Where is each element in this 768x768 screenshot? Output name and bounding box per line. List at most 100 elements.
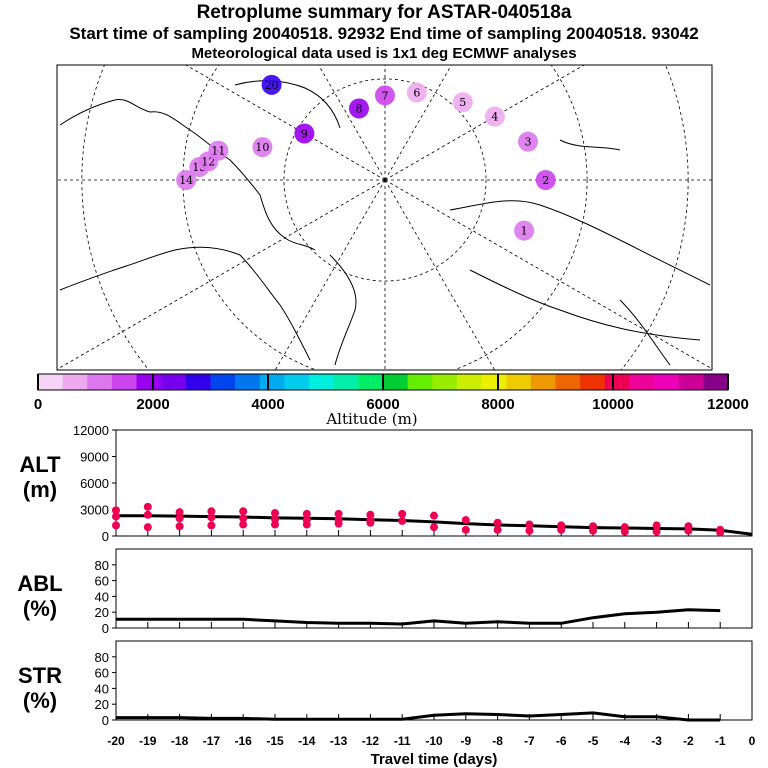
y-tick-label: 60 xyxy=(95,666,109,681)
y-tick-label: 40 xyxy=(95,589,109,604)
trajectory-marker: 3 xyxy=(518,131,539,152)
colorbar-cell xyxy=(604,374,630,390)
panel-frame xyxy=(115,548,753,629)
altitude-point xyxy=(398,516,407,525)
marker-circle xyxy=(261,74,282,95)
altitude-point xyxy=(334,509,343,518)
colorbar-cell xyxy=(62,374,88,390)
marker-circle xyxy=(176,170,197,190)
colorbar-tick-label: 6000 xyxy=(366,396,399,413)
coastline-europe xyxy=(559,139,621,151)
colorbar-cell xyxy=(629,374,655,390)
colorbar-cell xyxy=(161,374,187,390)
trajectory-marker: 15 xyxy=(317,11,337,31)
altitude-point xyxy=(589,526,597,535)
colorbar-cell xyxy=(136,374,162,390)
altitude-point xyxy=(302,520,311,529)
x-tick-label: -4 xyxy=(619,734,630,748)
marker-circle xyxy=(348,98,369,119)
y-tick-label: 0 xyxy=(102,713,109,728)
colorbar-tick-label: 10000 xyxy=(592,396,634,413)
colorbar-cell xyxy=(481,374,507,390)
coastline-greenland xyxy=(234,80,341,129)
marker-label: 11 xyxy=(211,145,225,158)
y-tick-label: 20 xyxy=(95,605,109,620)
trajectory-marker: 17 xyxy=(244,14,264,34)
marker-circle xyxy=(406,82,427,103)
altitude-point xyxy=(652,521,661,530)
trajectory-marker: 9 xyxy=(294,123,315,144)
colorbar-cell xyxy=(358,374,384,390)
x-tick-label: -11 xyxy=(394,734,411,748)
marker-label: 4 xyxy=(491,111,498,124)
panel-frame xyxy=(115,640,753,721)
colorbar-cell xyxy=(210,374,236,390)
marker-circle xyxy=(514,220,535,241)
series-line xyxy=(116,514,753,536)
colorbar-cell xyxy=(38,374,64,390)
x-tick-label: -19 xyxy=(139,734,157,748)
coastline-siberia xyxy=(449,200,711,286)
altitude-point xyxy=(430,523,438,532)
trajectory-marker: 8 xyxy=(348,98,369,119)
altitude-point xyxy=(525,526,534,535)
sampling-times: Start time of sampling 20040518. 92932 E… xyxy=(69,24,699,43)
marker-label: 14 xyxy=(179,174,193,187)
x-tick-label: -8 xyxy=(492,734,503,748)
y-tick-label: 9000 xyxy=(80,450,109,465)
y-tick-label: 3000 xyxy=(80,503,109,518)
trajectory-marker: 18 xyxy=(273,24,293,44)
latitude-circle xyxy=(182,65,588,370)
panel-label: ABL xyxy=(17,571,62,596)
marker-label: 1 xyxy=(521,225,528,238)
marker-circle xyxy=(208,140,229,161)
marker-label: 3 xyxy=(525,136,532,149)
colorbar-cell xyxy=(333,374,359,390)
altitude-point xyxy=(207,513,216,522)
y-tick-label: 20 xyxy=(95,697,109,712)
x-tick-label: -16 xyxy=(235,734,253,748)
trajectory-marker: 20 xyxy=(261,74,282,95)
colorbar-cell xyxy=(580,374,606,390)
x-tick-label: -5 xyxy=(588,734,599,748)
met-data-note: Meteorological data used is 1x1 deg ECMW… xyxy=(191,45,577,62)
marker-label: 9 xyxy=(301,127,308,140)
marker-label: 20 xyxy=(265,79,279,92)
y-tick-label: 12000 xyxy=(73,423,109,438)
colorbar-tick-label: 2000 xyxy=(136,396,169,413)
colorbar-cell xyxy=(235,374,261,390)
altitude-point xyxy=(430,511,438,520)
colorbar-cell xyxy=(456,374,483,390)
x-tick-label: -6 xyxy=(556,734,567,748)
trajectory-marker: 11 xyxy=(208,140,229,161)
altitude-point xyxy=(207,507,216,516)
altitude-point xyxy=(493,518,502,527)
altitude-point xyxy=(143,502,152,511)
latitude-circle xyxy=(81,65,689,370)
altitude-point xyxy=(112,521,120,530)
y-tick-label: 80 xyxy=(95,650,109,665)
coastline-hudson xyxy=(329,254,357,366)
altitude-point xyxy=(652,527,661,536)
panel-unit: (m) xyxy=(23,477,57,502)
marker-circle xyxy=(294,123,315,144)
x-tick-label: -1 xyxy=(715,734,726,748)
chart-title: Retroplume summary for ASTAR-040518a xyxy=(196,2,572,23)
altitude-point xyxy=(493,525,502,534)
trajectory-marker: 6 xyxy=(406,82,427,103)
y-tick-label: 60 xyxy=(95,574,109,589)
marker-label: 2 xyxy=(542,174,549,187)
coastline-asia xyxy=(469,269,701,341)
altitude-point xyxy=(271,520,279,529)
coastline-north-america xyxy=(59,98,316,251)
colorbar-cell xyxy=(530,374,556,390)
colorbar-tick-label: 4000 xyxy=(251,396,284,413)
colorbar-label: Altitude (m) xyxy=(325,410,417,428)
altitude-point xyxy=(112,506,120,515)
altitude-point xyxy=(112,512,120,521)
marker-circle xyxy=(518,131,539,152)
marker-circle xyxy=(317,11,337,31)
marker-label: 17 xyxy=(247,18,261,31)
